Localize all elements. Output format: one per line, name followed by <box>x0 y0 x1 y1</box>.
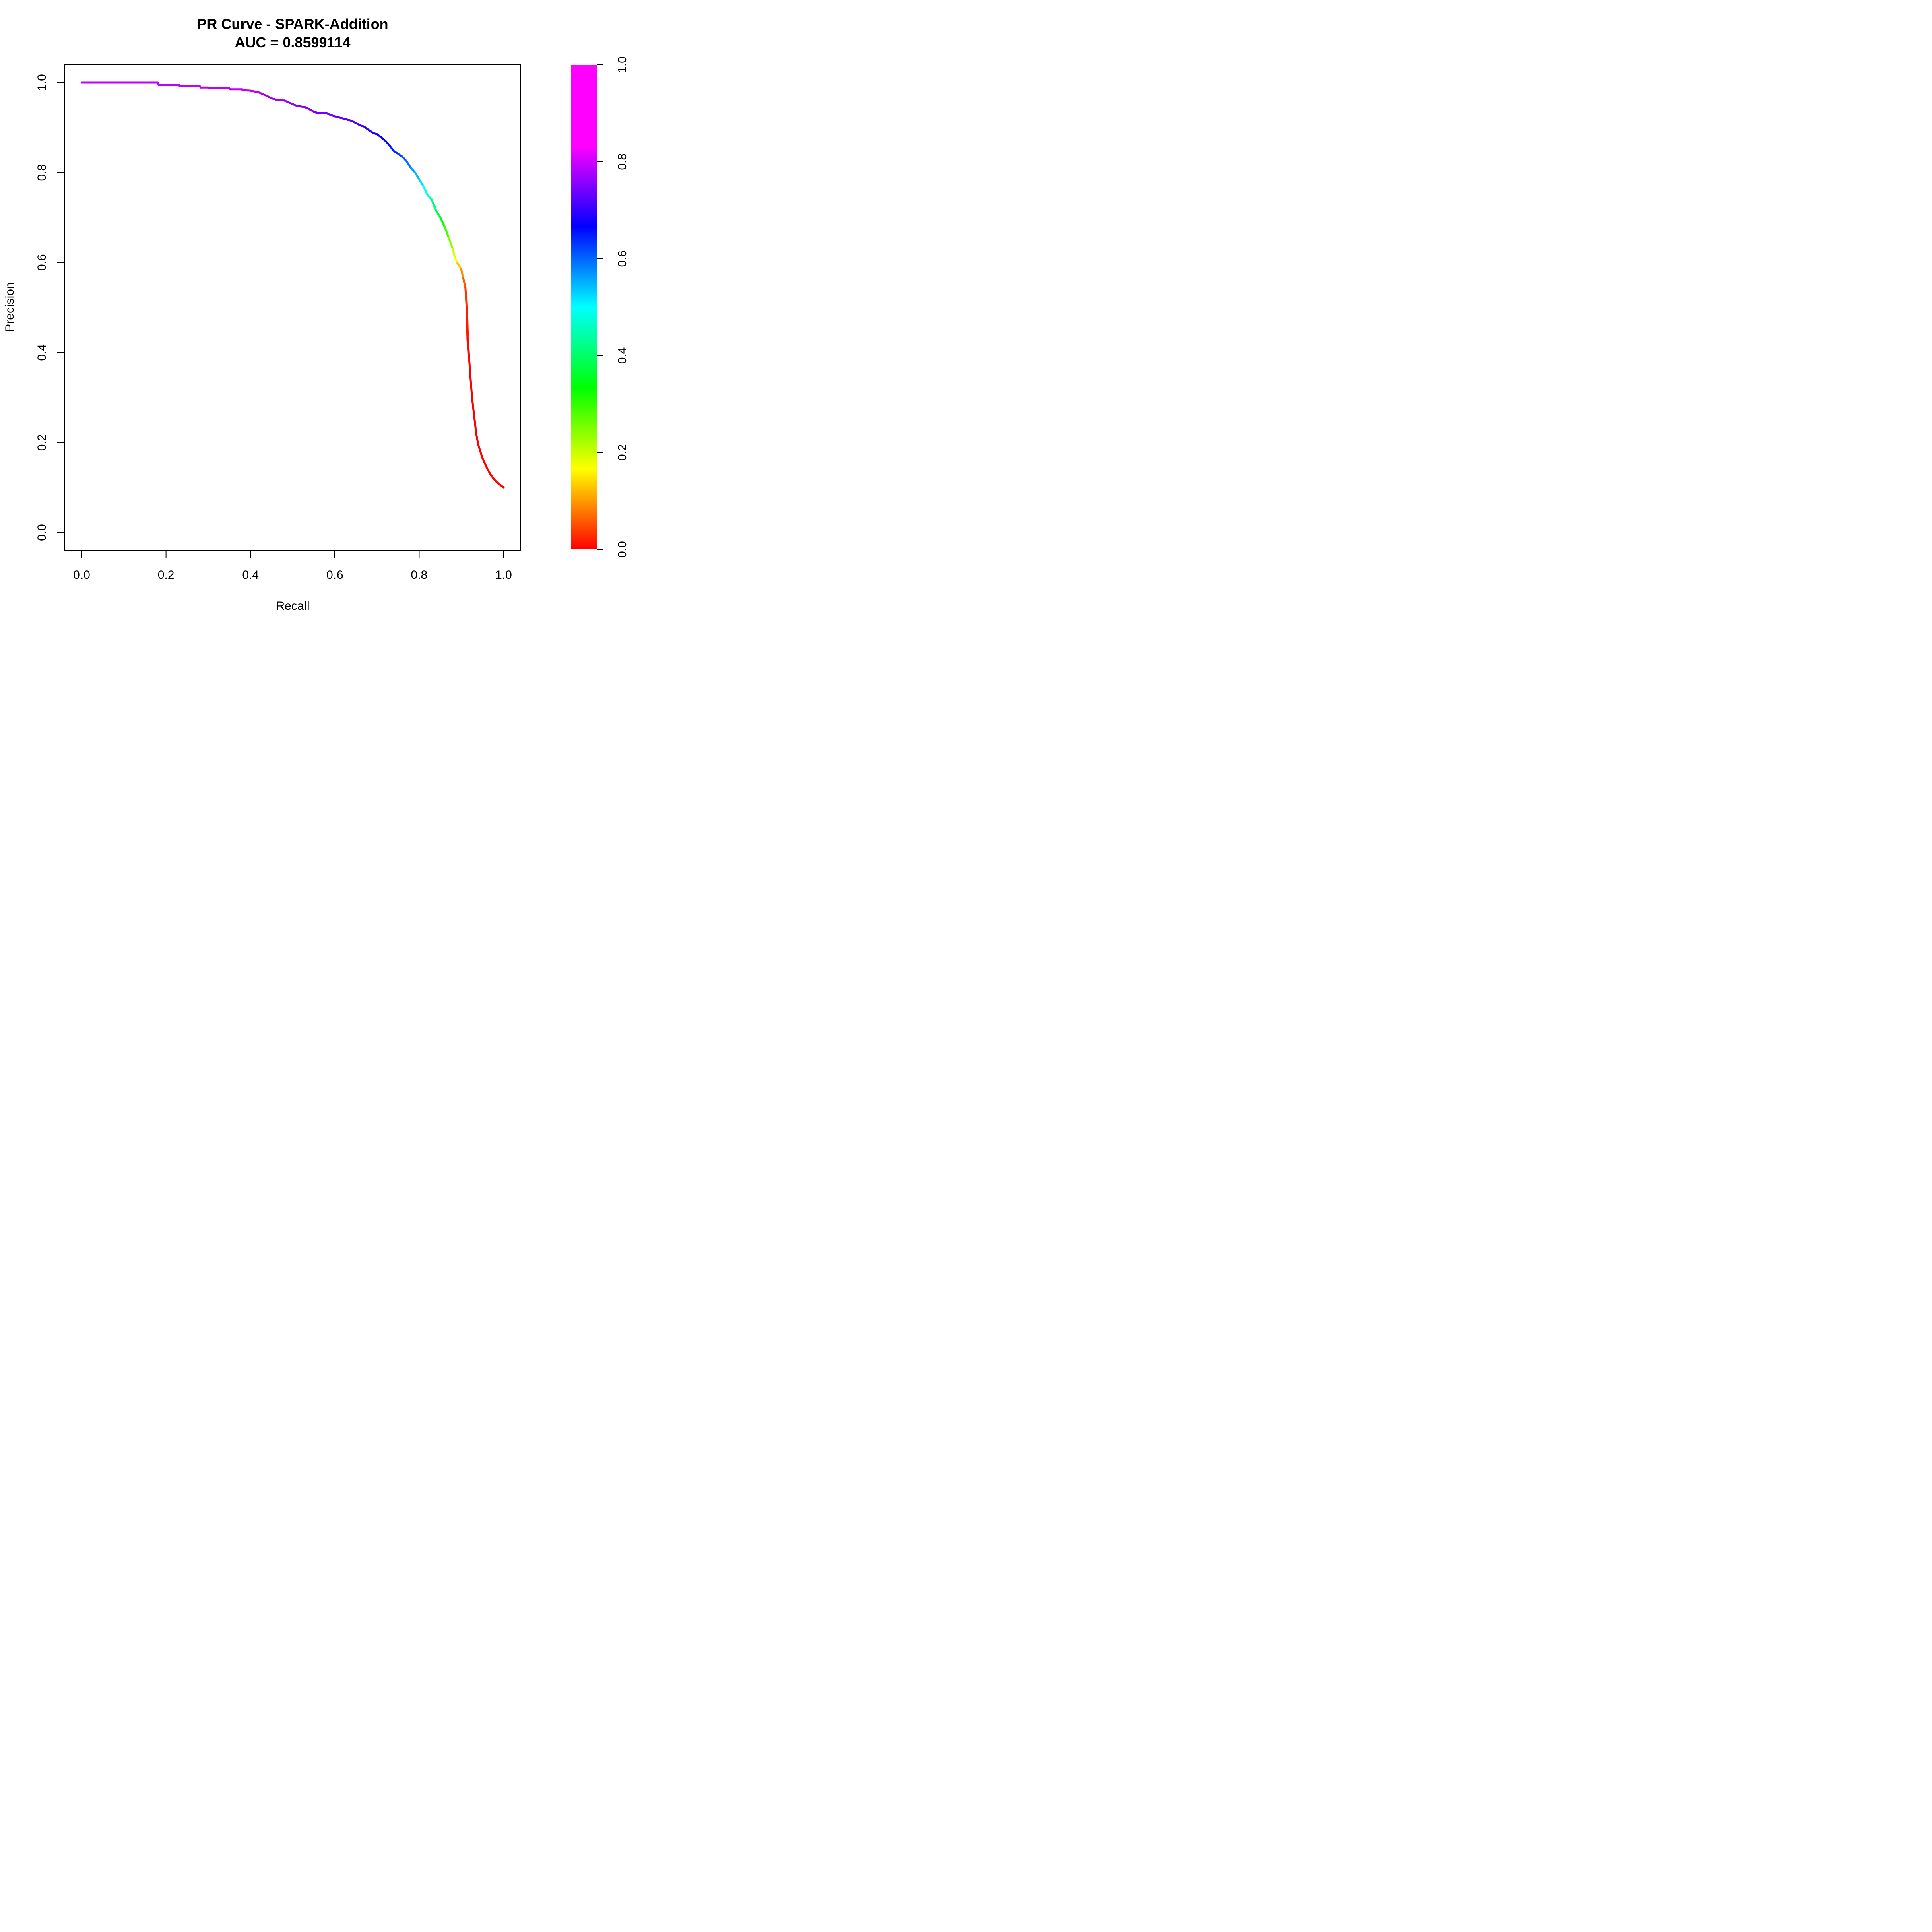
curve-segment <box>477 444 484 460</box>
colorbar-tick-label: 1.0 <box>616 56 629 73</box>
pr-curve-chart: PR Curve - SPARK-Addition AUC = 0.859911… <box>3 16 629 613</box>
curve-segment <box>475 432 479 446</box>
curve-segment <box>456 261 462 270</box>
curve-segment <box>426 194 433 201</box>
colorbar-tick-label: 0.0 <box>616 541 629 558</box>
curve-segment <box>249 89 260 94</box>
colorbar-tick-label: 0.8 <box>616 153 629 170</box>
x-tick-label: 0.6 <box>326 568 343 582</box>
curve-segment <box>466 338 471 372</box>
y-tick-label: 0.6 <box>35 254 49 271</box>
x-tick-label: 1.0 <box>495 568 512 582</box>
colorbar-tick-label: 0.4 <box>616 347 629 364</box>
y-axis: 0.0 0.2 0.4 0.6 0.8 1.0 <box>35 74 65 541</box>
curve-segment <box>431 198 437 212</box>
curve-segment <box>275 98 285 102</box>
curve-segment <box>498 483 505 489</box>
x-tick-label: 0.8 <box>411 568 428 582</box>
curve-segment <box>473 414 477 435</box>
curve-segment <box>422 185 429 196</box>
colorbar-ticks: 0.0 0.2 0.4 0.6 0.8 1.0 <box>597 56 629 558</box>
curve-segment <box>471 396 475 417</box>
curve-segment <box>295 105 306 108</box>
colorbar-tick-label: 0.6 <box>616 250 629 267</box>
curve-segment <box>401 155 408 163</box>
curve-segment <box>462 277 467 289</box>
curve-segment <box>242 89 252 92</box>
curve-segment <box>481 457 488 469</box>
curve-segment <box>258 91 268 97</box>
x-axis-label: Recall <box>276 599 309 613</box>
curve-segment <box>443 225 450 239</box>
curve-segment <box>414 171 420 180</box>
curve-segment <box>464 286 468 309</box>
chart-title: PR Curve - SPARK-Addition <box>197 16 388 32</box>
y-tick-label: 0.4 <box>35 344 49 361</box>
curve-segment <box>405 160 412 169</box>
y-axis-label: Precision <box>3 282 17 332</box>
curve-segment <box>485 466 492 476</box>
chart-subtitle: AUC = 0.8599114 <box>235 34 350 51</box>
curve-segment <box>439 216 446 228</box>
curve-segment <box>418 178 425 187</box>
curve-segment <box>384 140 391 147</box>
plot-frame <box>64 64 521 551</box>
y-tick-label: 0.0 <box>35 524 49 541</box>
y-tick-label: 1.0 <box>35 74 49 91</box>
x-tick-label: 0.4 <box>242 568 259 582</box>
curve-segment <box>469 369 473 399</box>
y-tick-label: 0.8 <box>35 164 49 181</box>
curve-segment <box>466 306 469 340</box>
y-tick-label: 0.2 <box>35 434 49 451</box>
curve-segment <box>325 112 336 118</box>
curve-segment <box>334 115 345 120</box>
curve-segment <box>283 99 294 105</box>
curve-segment <box>388 144 395 152</box>
curve-segment <box>460 268 464 279</box>
curve-segment <box>490 474 496 481</box>
curve-segment <box>342 117 353 122</box>
colorbar-tick-label: 0.2 <box>616 444 629 461</box>
curve-segment <box>409 167 416 174</box>
x-tick-label: 0.2 <box>158 568 175 582</box>
pr-curve-line <box>80 81 505 489</box>
curve-segment <box>452 248 456 259</box>
x-tick-label: 0.0 <box>73 568 90 582</box>
x-axis: 0.0 0.2 0.4 0.6 0.8 1.0 <box>73 550 512 582</box>
colorbar-gradient <box>571 65 597 549</box>
colorbar: 0.0 0.2 0.4 0.6 0.8 1.0 <box>571 56 629 558</box>
curve-segment <box>448 237 454 250</box>
curve-segment <box>435 210 442 219</box>
curve-segment <box>304 106 315 113</box>
